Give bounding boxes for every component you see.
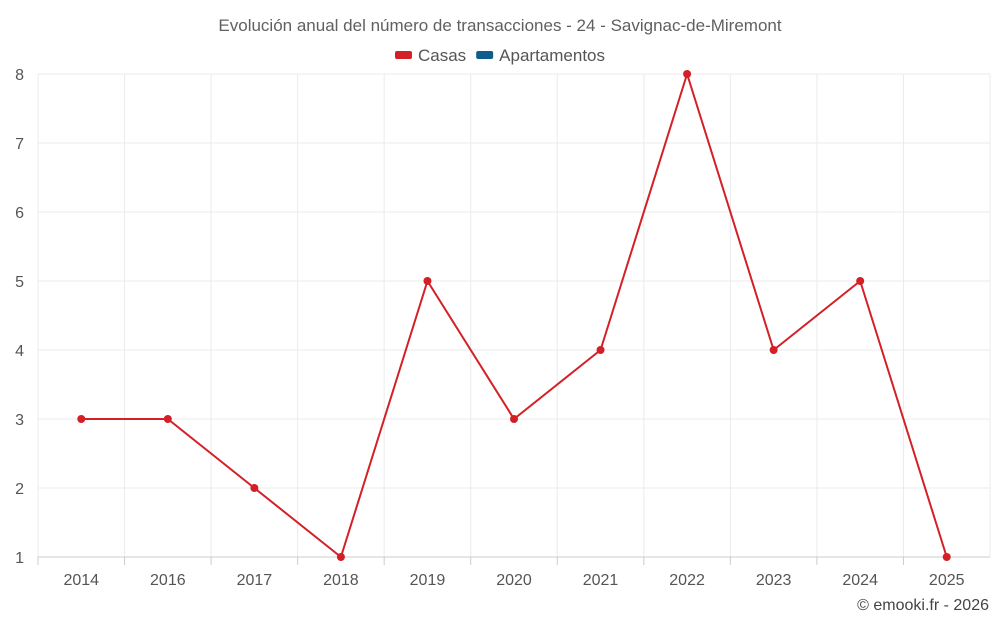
data-point[interactable]: [423, 277, 432, 285]
legend-label: Casas: [418, 46, 466, 65]
y-tick-label: 4: [15, 343, 24, 360]
x-tick-label: 2017: [237, 572, 273, 589]
legend-label: Apartamentos: [499, 46, 605, 65]
data-point[interactable]: [856, 277, 865, 285]
grid: [37, 73, 991, 557]
legend-item[interactable]: Casas: [394, 46, 466, 65]
credit-text: © emooki.fr - 2026: [857, 597, 989, 614]
data-point[interactable]: [250, 484, 259, 492]
y-tick-label: 5: [15, 274, 24, 291]
legend-swatch: [394, 51, 412, 59]
x-tick-label: 2019: [410, 572, 446, 589]
data-point[interactable]: [336, 553, 345, 561]
x-tick-label: 2025: [929, 572, 965, 589]
legend: Casas Apartamentos: [394, 46, 605, 65]
data-point[interactable]: [942, 553, 951, 561]
data-point[interactable]: [510, 415, 518, 423]
y-tick-label: 2: [15, 481, 24, 498]
chart-title: Evolución anual del número de transaccio…: [218, 16, 781, 35]
y-tick-label: 3: [15, 412, 24, 429]
x-tick-label: 2021: [583, 572, 619, 589]
y-tick-label: 7: [15, 136, 24, 153]
y-tick-label: 6: [15, 205, 24, 222]
x-tick-label: 2023: [756, 572, 792, 589]
y-tick-label: 8: [15, 67, 24, 84]
data-point[interactable]: [163, 415, 172, 423]
x-tick-label: 2014: [63, 572, 99, 589]
data-point[interactable]: [683, 70, 692, 78]
data-point[interactable]: [77, 415, 86, 423]
y-tick-label: 1: [15, 550, 24, 567]
data-point[interactable]: [596, 346, 605, 354]
legend-item[interactable]: Apartamentos: [476, 46, 605, 65]
x-tick-label: 2022: [669, 572, 705, 589]
x-tick-label: 2018: [323, 572, 359, 589]
x-tick-label: 2020: [496, 572, 532, 589]
data-point[interactable]: [769, 346, 778, 354]
x-tick-label: 2016: [150, 572, 186, 589]
x-tick-label: 2024: [842, 572, 878, 589]
legend-swatch: [476, 51, 494, 59]
axes: 1 2 3 4 5 6 7 8 2014 2016 2017 2018 2019 2020 2021 2022…: [15, 67, 990, 589]
series-layer: [77, 70, 951, 561]
